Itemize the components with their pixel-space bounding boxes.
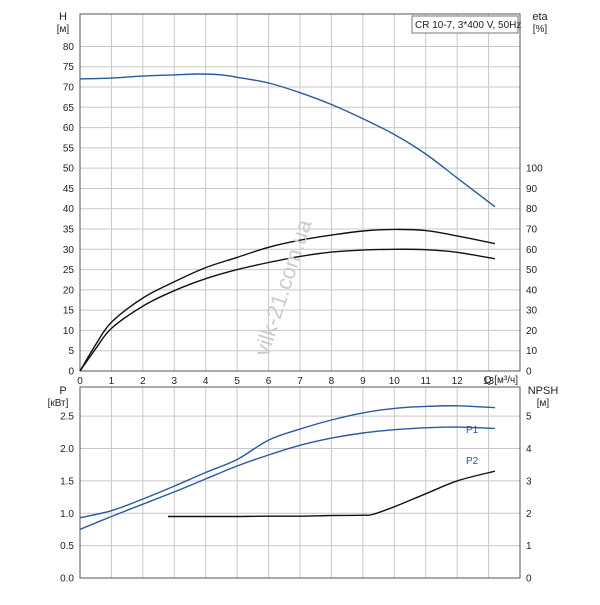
x-tick-label: 11 (421, 376, 432, 387)
y-tick-label: 0.5 (60, 541, 74, 552)
y-tick-label: 0 (68, 367, 74, 378)
p-axis-label: P (59, 385, 66, 397)
y-tick-label: 50 (63, 164, 75, 175)
y-tick-label: 65 (63, 103, 75, 114)
x-tick-label: 8 (329, 376, 335, 387)
plot-frame (79, 13, 521, 372)
y-tick-label: 75 (63, 62, 75, 73)
y-tick-label: 70 (63, 83, 75, 94)
x-tick-label: 0 (77, 376, 83, 387)
series-label-p1: P1 (466, 425, 479, 436)
pump-legend-box (411, 15, 519, 34)
y-right-tick-label: 2 (526, 509, 532, 520)
y-right-tick-label: 0 (526, 574, 532, 585)
q-axis-label: Q [м³/ч] (484, 375, 519, 386)
y-tick-label: 15 (63, 306, 75, 317)
x-tick-label: 1 (109, 376, 115, 387)
series-line-1-2 (167, 470, 496, 518)
y-right-tick-label: 1 (526, 541, 532, 552)
x-tick-label: 6 (266, 376, 272, 387)
tick-labels: 0510152025303540455055606570758001020304… (60, 42, 543, 585)
plot-frames (79, 13, 521, 579)
y-tick-label: 1.0 (60, 509, 74, 520)
y-right-tick-label: 40 (526, 285, 538, 296)
y-tick-label: 5 (68, 346, 74, 357)
y-right-tick-label: 3 (526, 476, 532, 487)
y-tick-label: 2.0 (60, 444, 74, 455)
y-tick-label: 1.5 (60, 476, 74, 487)
y-right-tick-label: 5 (526, 412, 532, 423)
series-line-p2 (79, 426, 495, 531)
y-right-tick-label: 60 (526, 245, 538, 256)
npsh-axis-unit: [м] (537, 398, 550, 409)
y-tick-label: 55 (63, 143, 75, 154)
y-right-tick-label: 10 (526, 346, 538, 357)
x-tick-label: 12 (452, 376, 464, 387)
y-right-tick-label: 90 (526, 184, 538, 195)
x-tick-label: 4 (203, 376, 209, 387)
series-line-0-0 (79, 73, 496, 208)
y-right-tick-label: 4 (526, 444, 532, 455)
x-tick-label: 9 (360, 376, 366, 387)
watermark: vilk-21.com.ua (249, 216, 317, 359)
x-tick-label: 5 (234, 376, 240, 387)
y-tick-label: 35 (63, 225, 75, 236)
series-line-0-1 (79, 228, 496, 372)
x-tick-label: 7 (297, 376, 303, 387)
x-tick-label: 2 (140, 376, 146, 387)
y-tick-label: 40 (63, 204, 75, 215)
y-right-tick-label: 20 (526, 326, 538, 337)
h-axis-unit: [м] (57, 24, 70, 35)
p-axis-unit: [кВт] (48, 398, 69, 409)
h-axis-label: H (59, 11, 67, 23)
x-tick-label: 3 (172, 376, 178, 387)
series-line-0-2 (79, 248, 496, 372)
y-tick-label: 0.0 (60, 574, 74, 585)
y-right-tick-label: 0 (526, 367, 532, 378)
y-tick-label: 30 (63, 245, 75, 256)
y-right-tick-label: 80 (526, 204, 538, 215)
pump-legend-text: CR 10-7, 3*400 V, 50Hz (415, 20, 521, 31)
y-tick-label: 60 (63, 123, 75, 134)
y-right-tick-label: 100 (526, 164, 543, 175)
y-tick-label: 20 (63, 285, 75, 296)
y-right-tick-label: 50 (526, 265, 538, 276)
y-tick-label: 45 (63, 184, 75, 195)
y-right-tick-label: 70 (526, 225, 538, 236)
eta-axis-label: eta (532, 11, 548, 23)
y-right-tick-label: 30 (526, 306, 538, 317)
y-tick-label: 80 (63, 42, 75, 53)
series-line-p1 (79, 405, 495, 519)
y-tick-label: 25 (63, 265, 75, 276)
x-tick-label: 10 (389, 376, 401, 387)
y-tick-label: 10 (63, 326, 75, 337)
grid-lines (80, 14, 520, 578)
y-tick-label: 2.5 (60, 412, 74, 423)
npsh-axis-label: NPSH (528, 385, 559, 397)
series-lines (79, 73, 496, 531)
eta-axis-unit: [%] (533, 24, 548, 35)
x-tick-label: 13 (483, 376, 495, 387)
series-label-p2: P2 (466, 456, 479, 467)
plot-frame (79, 386, 521, 579)
